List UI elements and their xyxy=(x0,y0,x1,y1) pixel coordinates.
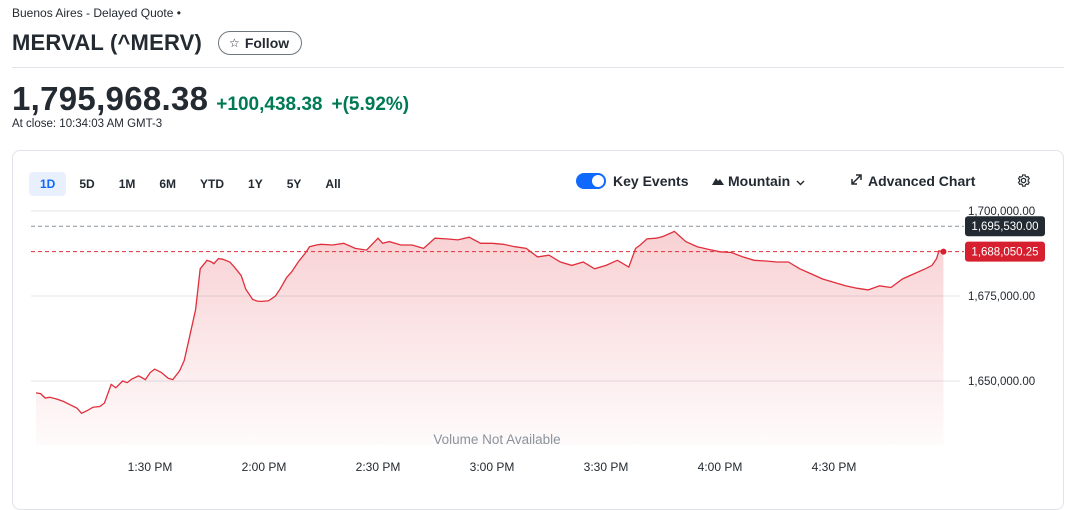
range-all[interactable]: All xyxy=(325,177,341,191)
close-time: At close: 10:34:03 AM GMT-3 xyxy=(12,118,163,130)
chart-settings-button[interactable] xyxy=(1016,173,1031,191)
range-1m[interactable]: 1M xyxy=(118,177,136,191)
chevron-down-icon xyxy=(796,173,805,189)
expand-arrow-icon xyxy=(850,173,863,189)
range-selector: 1D 5D 1M 6M YTD 1Y 5Y All xyxy=(29,172,354,196)
range-5y[interactable]: 5Y xyxy=(286,177,302,191)
chart-card xyxy=(12,150,1064,510)
range-6m[interactable]: 6M xyxy=(159,177,177,191)
price-change: +100,438.38 xyxy=(216,94,323,115)
exchange-label: Buenos Aires - Delayed Quote • xyxy=(12,6,181,20)
header-divider xyxy=(12,67,1064,68)
range-5d[interactable]: 5D xyxy=(79,177,95,191)
gear-icon xyxy=(1016,173,1031,191)
range-1y[interactable]: 1Y xyxy=(248,177,263,191)
key-events-label: Key Events xyxy=(613,173,689,189)
advanced-chart-label: Advanced Chart xyxy=(868,173,976,189)
current-price: 1,795,968.38 xyxy=(12,80,209,117)
follow-label: Follow xyxy=(244,35,290,51)
range-1d[interactable]: 1D xyxy=(29,172,67,196)
chart-type-dropdown[interactable]: Mountain xyxy=(712,173,805,189)
key-events-control[interactable]: Key Events xyxy=(576,173,688,189)
title-row: MERVAL (^MERV) ☆ Follow xyxy=(12,30,303,56)
page-title: MERVAL (^MERV) xyxy=(12,30,203,55)
price-change-percent: +(5.92%) xyxy=(331,94,410,115)
key-events-toggle[interactable] xyxy=(576,173,606,189)
star-icon: ☆ xyxy=(229,36,240,50)
follow-button[interactable]: ☆ Follow xyxy=(218,31,303,55)
chart-type-label: Mountain xyxy=(728,173,791,189)
range-ytd[interactable]: YTD xyxy=(200,177,225,191)
mountain-icon xyxy=(712,173,724,189)
advanced-chart-button[interactable]: Advanced Chart xyxy=(850,173,975,189)
price-row: 1,795,968.38 +100,438.38 +(5.92%) xyxy=(12,80,409,118)
